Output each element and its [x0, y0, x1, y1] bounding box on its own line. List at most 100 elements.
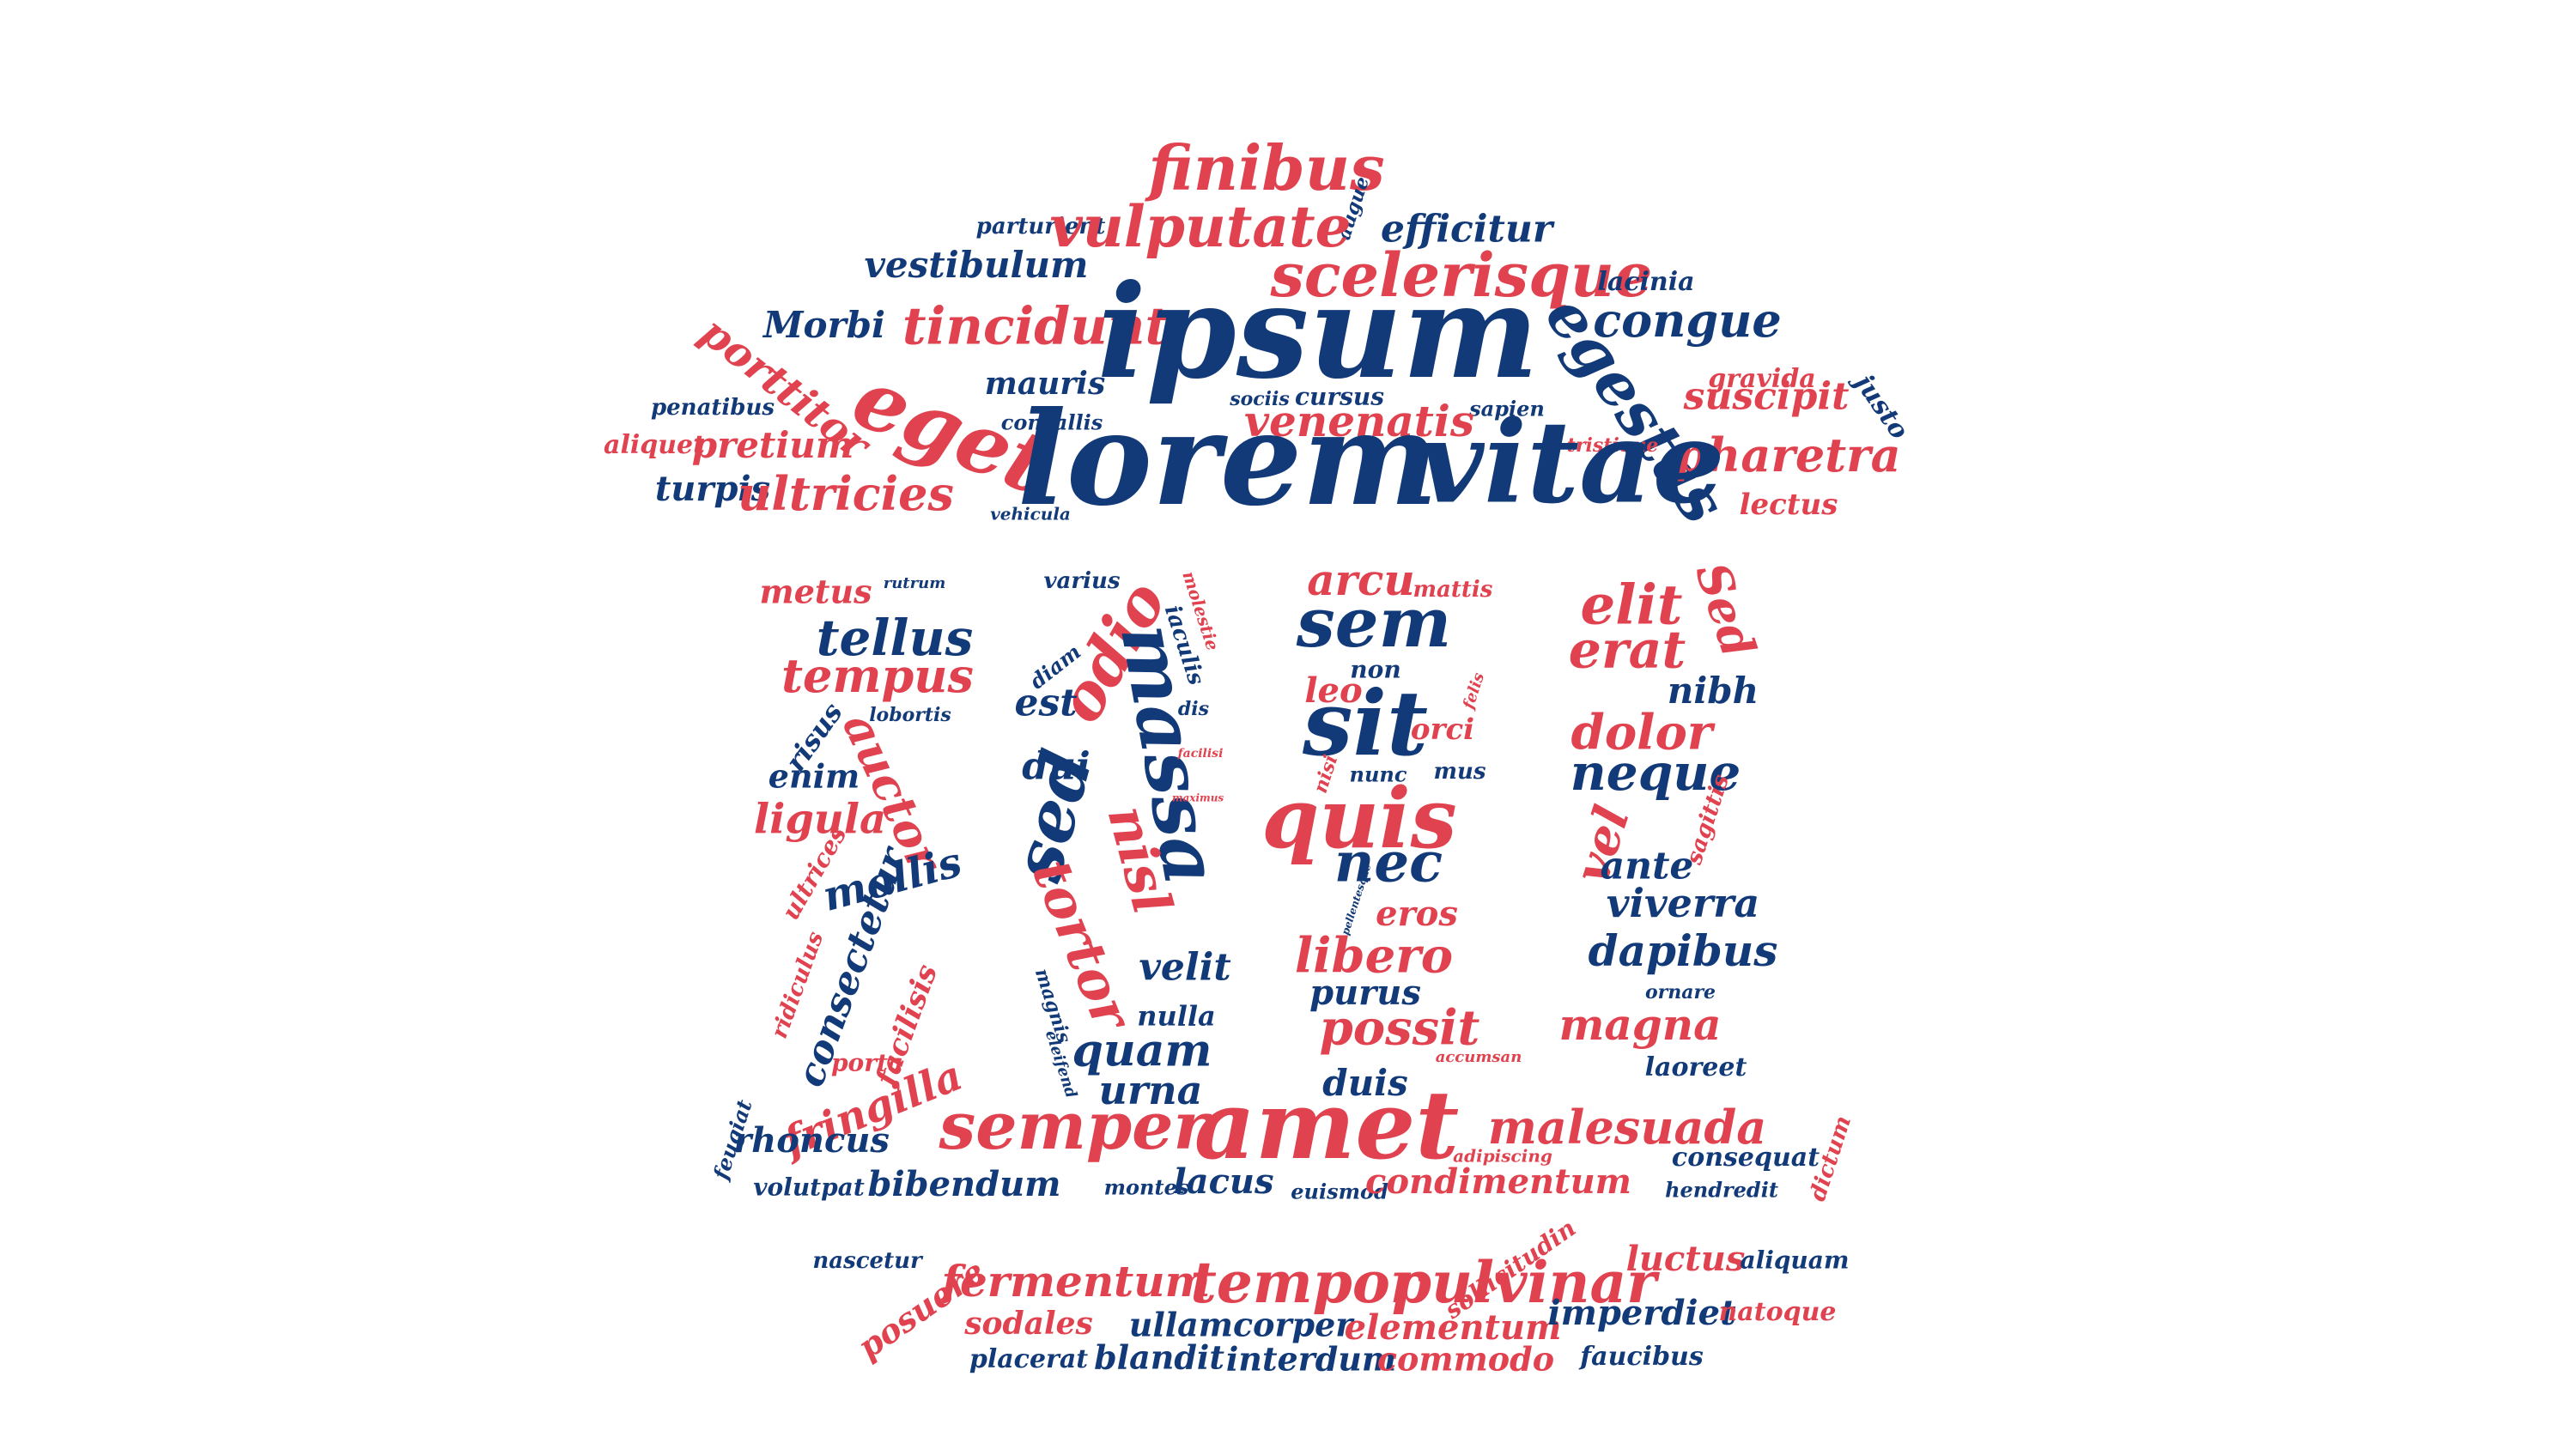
- word: adipiscing: [1453, 1146, 1552, 1167]
- word: condimentum: [1365, 1161, 1631, 1202]
- word: facilisi: [1177, 747, 1224, 761]
- word: amet: [1194, 1070, 1459, 1180]
- word: fermentum: [939, 1256, 1210, 1307]
- word: arcu: [1307, 555, 1415, 605]
- word: velit: [1139, 946, 1230, 990]
- word: montes: [1104, 1175, 1189, 1200]
- word: parturient: [976, 214, 1106, 239]
- word: commodo: [1377, 1340, 1554, 1379]
- word: quam: [1072, 1025, 1212, 1077]
- word: vestibulum: [865, 244, 1089, 286]
- word: nulla: [1137, 1000, 1216, 1033]
- word: tempor: [1190, 1249, 1423, 1316]
- word: mauris: [985, 366, 1106, 402]
- word: est: [1014, 682, 1077, 725]
- word: aliquet: [604, 430, 705, 460]
- word: tristique: [1567, 434, 1658, 457]
- word: rhoncus: [733, 1120, 890, 1161]
- word: elit: [1581, 573, 1683, 638]
- word: ipsum: [1097, 257, 1539, 408]
- word: sem: [1296, 582, 1452, 663]
- word: lacus: [1173, 1161, 1273, 1202]
- word: penatibus: [651, 395, 775, 421]
- word: tellus: [817, 609, 974, 667]
- word: aliquam: [1740, 1246, 1849, 1275]
- word: sociis: [1229, 388, 1290, 410]
- word: ullamcorper: [1129, 1306, 1356, 1344]
- word: dapibus: [1589, 925, 1778, 976]
- word: varius: [1043, 568, 1120, 594]
- word: metus: [760, 573, 872, 611]
- word: malesuada: [1488, 1100, 1766, 1155]
- word: luctus: [1626, 1239, 1746, 1279]
- word: dis: [1178, 698, 1209, 720]
- word: lectus: [1740, 488, 1838, 522]
- word: turpis: [655, 469, 770, 509]
- word: duis: [1322, 1062, 1408, 1104]
- word: viverra: [1607, 880, 1759, 926]
- word: consequat: [1672, 1143, 1820, 1173]
- word: non: [1350, 656, 1400, 684]
- word: leo: [1304, 670, 1362, 711]
- word: cursus: [1295, 383, 1384, 411]
- word: ligula: [754, 796, 886, 844]
- word: elementum: [1345, 1307, 1562, 1348]
- word: orci: [1411, 712, 1474, 747]
- word: finibus: [1144, 131, 1384, 204]
- word: quis: [1261, 770, 1456, 867]
- word: Morbi: [762, 304, 885, 346]
- word: tincidunt: [902, 297, 1170, 357]
- column-words: metus rutrum varius molestie arcu mattis…: [708, 555, 1856, 1204]
- word: lorem: [1018, 384, 1438, 535]
- word: erat: [1569, 621, 1686, 681]
- word: placerat: [969, 1344, 1088, 1374]
- word: scelerisque: [1270, 239, 1653, 311]
- word: sit: [1302, 670, 1428, 776]
- word: dui: [1022, 745, 1090, 789]
- word: blandit: [1094, 1338, 1224, 1377]
- base-words: rhoncus adipiscing consequat volutpat bi…: [733, 1120, 1850, 1379]
- word: enim: [769, 757, 860, 796]
- word: porta: [831, 1049, 903, 1077]
- word: mattis: [1413, 577, 1493, 603]
- word: lobortis: [869, 704, 951, 726]
- word: accumsan: [1436, 1048, 1522, 1066]
- word: congue: [1593, 293, 1782, 348]
- word: nunc: [1350, 762, 1407, 787]
- word: euismod: [1291, 1179, 1388, 1204]
- word: nec: [1334, 831, 1443, 895]
- word: vitae: [1418, 397, 1724, 530]
- word: venenatis: [1244, 396, 1474, 446]
- word: pretium: [692, 424, 854, 466]
- word: suscipit: [1683, 375, 1850, 419]
- word: maximus: [1172, 792, 1224, 804]
- word: dolor: [1571, 705, 1716, 761]
- word: lacinia: [1597, 267, 1694, 297]
- word: magna: [1558, 999, 1721, 1050]
- word: faucibus: [1578, 1342, 1704, 1372]
- word: neque: [1571, 743, 1741, 802]
- word: pulvinar: [1392, 1249, 1660, 1316]
- word: ultricies: [738, 466, 954, 521]
- word: vehicula: [990, 504, 1071, 524]
- word: possit: [1320, 1000, 1480, 1057]
- word: vulputate: [1049, 193, 1351, 260]
- word: hendredit: [1665, 1178, 1778, 1203]
- word: convallis: [1001, 410, 1103, 435]
- word: eros: [1376, 894, 1458, 934]
- roof-words: finibus parturient augue vulputate effic…: [604, 131, 1914, 537]
- word: pharetra: [1674, 427, 1900, 482]
- word: nascetur: [812, 1248, 924, 1274]
- word: bibendum: [867, 1164, 1060, 1204]
- word: libero: [1295, 928, 1453, 985]
- word: gravida: [1708, 364, 1815, 394]
- word: laoreet: [1645, 1052, 1747, 1082]
- word: ante: [1601, 845, 1694, 888]
- word: ornare: [1645, 981, 1716, 1003]
- word: sodales: [963, 1306, 1093, 1342]
- word: tempus: [781, 648, 974, 703]
- word: rutrum: [884, 574, 946, 592]
- word: natoque: [1719, 1297, 1837, 1327]
- word: imperdiet: [1547, 1293, 1736, 1333]
